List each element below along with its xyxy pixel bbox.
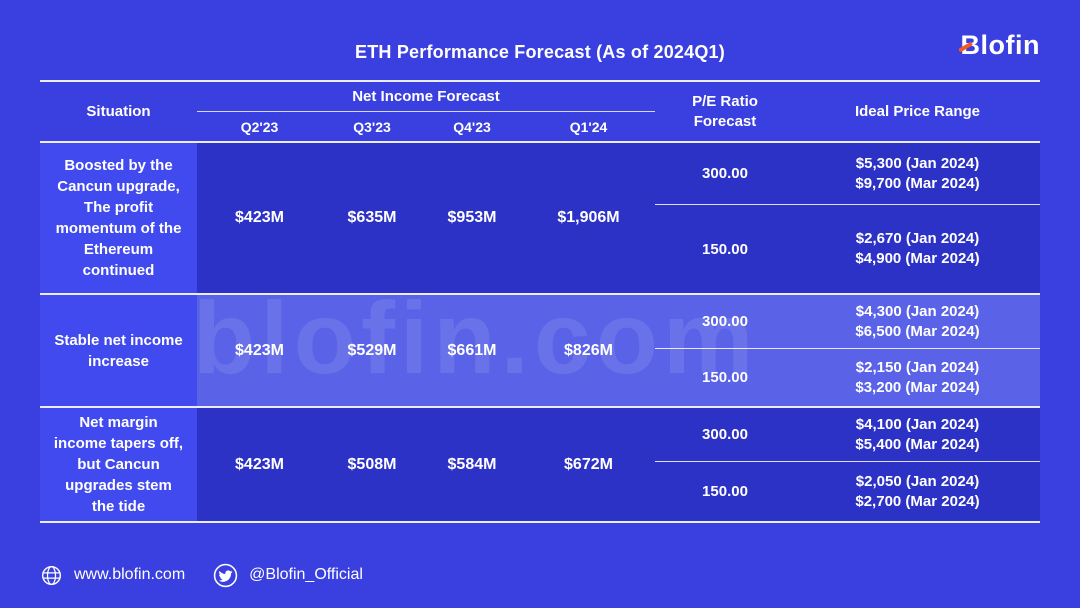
pe-scenarios: 300.00 $4,300 (Jan 2024) $6,500 (Mar 202… <box>655 295 1040 406</box>
column-group-net-income: Net Income Forecast Q2'23 Q3'23 Q4'23 Q1… <box>197 82 655 141</box>
ideal-price-range-value: $2,050 (Jan 2024) $2,700 (Mar 2024) <box>795 472 1040 512</box>
blofin-logo-text: Blofin <box>960 30 1040 60</box>
row-data-panel: $423M $635M $953M $1,906M 300.00 $5,300 … <box>197 143 1040 293</box>
situation-cell: Net margin income tapers off, but Cancun… <box>40 408 197 521</box>
price-jan: $5,300 (Jan 2024) <box>855 154 980 172</box>
page-title: ETH Performance Forecast (As of 2024Q1) <box>355 42 725 62</box>
price-jan: $2,050 (Jan 2024) <box>855 472 980 490</box>
price-mar: $2,700 (Mar 2024) <box>855 492 980 510</box>
pe-ratio-value: 300.00 <box>702 313 748 330</box>
pe-ratio-value: 150.00 <box>702 369 748 386</box>
column-header-q4-23: Q4'23 <box>453 118 491 135</box>
net-income-q4-cell: $661M <box>447 341 497 359</box>
row-data-panel: $423M $529M $661M $826M 300.00 $4,300 (J… <box>197 295 1040 406</box>
ideal-price-range-value: $2,670 (Jan 2024) $4,900 (Mar 2024) <box>795 229 1040 269</box>
pe-ratio-value: 150.00 <box>702 483 748 500</box>
net-income-q3-cell: $508M <box>347 455 397 473</box>
situation-cell: Boosted by the Cancun upgrade, The profi… <box>40 143 197 293</box>
net-income-q1-cell: $826M <box>564 341 613 359</box>
scenario-row: 150.00 $2,050 (Jan 2024) $2,700 (Mar 202… <box>655 462 1040 521</box>
scenario-row: 300.00 $4,300 (Jan 2024) $6,500 (Mar 202… <box>655 295 1040 349</box>
table-header-row: Situation Net Income Forecast Q2'23 Q3'2… <box>40 82 1040 143</box>
net-income-q1-cell: $1,906M <box>557 209 620 226</box>
scenario-row: 150.00 $2,150 (Jan 2024) $3,200 (Mar 202… <box>655 349 1040 406</box>
price-mar: $9,700 (Mar 2024) <box>855 174 980 192</box>
column-header-net-income-forecast: Net Income Forecast <box>197 82 655 112</box>
quarter-header-row: Q2'23 Q3'23 Q4'23 Q1'24 <box>197 112 655 141</box>
table-row: Stable net income increase $423M $529M $… <box>40 295 1040 408</box>
column-header-pe-ratio: P/E Ratio Forecast <box>692 92 758 130</box>
footer-twitter-label: @Blofin_Official <box>249 566 363 583</box>
scenario-row: 150.00 $2,670 (Jan 2024) $4,900 (Mar 202… <box>655 205 1040 293</box>
price-jan: $4,100 (Jan 2024) <box>855 415 980 433</box>
price-mar: $4,900 (Mar 2024) <box>855 250 980 267</box>
column-header-q1-24: Q1'24 <box>569 118 608 135</box>
table-row: Net margin income tapers off, but Cancun… <box>40 408 1040 521</box>
net-income-q2-cell: $423M <box>235 209 284 226</box>
footer: www.blofin.com @Blofin_Official <box>40 561 363 589</box>
pe-scenarios: 300.00 $5,300 (Jan 2024) $9,700 (Mar 202… <box>655 143 1040 293</box>
pe-ratio-value: 150.00 <box>702 240 748 258</box>
net-income-q1-cell: $672M <box>564 455 613 473</box>
situation-cell: Stable net income increase <box>40 295 197 406</box>
price-mar: $5,400 (Mar 2024) <box>855 435 980 453</box>
table-row: Boosted by the Cancun upgrade, The profi… <box>40 143 1040 295</box>
net-income-q2-cell: $423M <box>235 455 284 473</box>
ideal-price-range-value: $5,300 (Jan 2024) $9,700 (Mar 2024) <box>795 154 1040 194</box>
price-jan: $4,300 (Jan 2024) <box>855 302 980 320</box>
blofin-logo: Blofin <box>957 30 1040 61</box>
ideal-price-range-value: $4,100 (Jan 2024) $5,400 (Mar 2024) <box>795 415 1040 455</box>
pe-ratio-value: 300.00 <box>702 165 748 182</box>
ideal-price-range-value: $2,150 (Jan 2024) $3,200 (Mar 2024) <box>795 358 1040 398</box>
twitter-icon <box>213 563 238 588</box>
ideal-price-range-value: $4,300 (Jan 2024) $6,500 (Mar 2024) <box>795 302 1040 342</box>
column-header-ideal-price-range: Ideal Price Range <box>854 103 981 120</box>
forecast-table: Situation Net Income Forecast Q2'23 Q3'2… <box>40 80 1040 523</box>
footer-website-link[interactable]: www.blofin.com <box>40 564 185 587</box>
row-data-panel: $423M $508M $584M $672M 300.00 $4,100 (J… <box>197 408 1040 521</box>
price-mar: $3,200 (Mar 2024) <box>855 378 980 396</box>
column-header-situation: Situation <box>86 103 151 120</box>
pe-scenarios: 300.00 $4,100 (Jan 2024) $5,400 (Mar 202… <box>655 408 1040 521</box>
net-income-q4-cell: $584M <box>447 455 497 473</box>
column-header-q3-23: Q3'23 <box>353 118 391 135</box>
globe-icon <box>40 564 63 587</box>
net-income-q2-cell: $423M <box>235 341 284 359</box>
price-jan: $2,670 (Jan 2024) <box>855 230 980 247</box>
price-jan: $2,150 (Jan 2024) <box>855 358 980 376</box>
footer-twitter-link[interactable]: @Blofin_Official <box>213 563 363 588</box>
price-mar: $6,500 (Mar 2024) <box>855 322 980 340</box>
scenario-row: 300.00 $5,300 (Jan 2024) $9,700 (Mar 202… <box>655 143 1040 205</box>
footer-website-label: www.blofin.com <box>74 566 186 583</box>
net-income-q3-cell: $635M <box>347 209 397 226</box>
net-income-q4-cell: $953M <box>447 209 497 226</box>
net-income-q3-cell: $529M <box>347 341 397 359</box>
scenario-row: 300.00 $4,100 (Jan 2024) $5,400 (Mar 202… <box>655 408 1040 462</box>
column-header-q2-23: Q2'23 <box>240 118 279 135</box>
pe-ratio-value: 300.00 <box>702 426 748 443</box>
